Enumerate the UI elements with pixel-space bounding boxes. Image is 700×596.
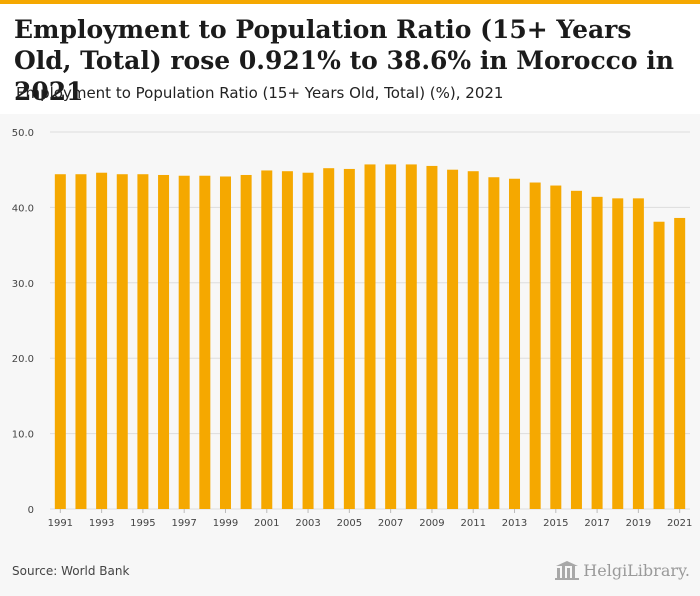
- bar-2004: [323, 168, 335, 509]
- y-tick-label: 10.0: [12, 430, 34, 441]
- accent-bar: [0, 0, 700, 4]
- bar-1992: [75, 174, 87, 509]
- x-tick-label: 1995: [130, 518, 155, 529]
- bar-1999: [219, 176, 231, 509]
- x-tick-label: 2013: [502, 518, 527, 529]
- chart-subtitle: Employment to Population Ratio (15+ Year…: [16, 84, 504, 102]
- y-tick-label: 40.0: [12, 203, 34, 214]
- x-tick-label: 2017: [584, 518, 609, 529]
- chart-title: Employment to Population Ratio (15+ Year…: [14, 15, 674, 106]
- footer: Source: World Bank HelgiLibrary.: [0, 540, 700, 596]
- bar-2000: [240, 174, 252, 509]
- x-tick-label: 2011: [460, 518, 485, 529]
- bar-1996: [158, 174, 170, 509]
- bar-1993: [96, 172, 108, 509]
- x-tick-label: 2005: [337, 518, 362, 529]
- bar-2011: [467, 171, 479, 509]
- x-tick-label: 2007: [378, 518, 403, 529]
- bar-2018: [612, 198, 624, 509]
- x-tick-label: 2021: [667, 518, 692, 529]
- bar-1998: [199, 175, 211, 509]
- bar-2019: [632, 198, 644, 509]
- bar-2007: [385, 164, 397, 509]
- logo-text: HelgiLibrary.: [583, 560, 690, 580]
- bar-2013: [509, 178, 521, 510]
- source-text: Source: World Bank: [12, 564, 130, 578]
- x-tick-label: 1991: [48, 518, 73, 529]
- bar-2009: [426, 165, 438, 509]
- bar-2006: [364, 164, 376, 509]
- bar-2021: [674, 217, 686, 509]
- bar-chart: 010.020.030.040.050.0 1991 1993 1995 1997 19…: [12, 128, 693, 529]
- x-tick-label: 2001: [254, 518, 279, 529]
- bar-2017: [591, 196, 603, 509]
- x-tick-label: 2019: [626, 518, 651, 529]
- bar-1995: [137, 174, 149, 509]
- bar-2015: [550, 185, 562, 509]
- x-tick-label: 2015: [543, 518, 568, 529]
- bar-1994: [116, 174, 128, 509]
- helgi-library-logo[interactable]: HelgiLibrary.: [555, 560, 690, 580]
- bar-2005: [343, 168, 355, 510]
- bar-1997: [178, 175, 190, 509]
- bar-2002: [281, 171, 293, 509]
- bar-2003: [302, 172, 314, 509]
- bar-2010: [447, 169, 459, 509]
- bar-2020: [653, 221, 665, 509]
- y-axis-ticks: 0 10.0 20.0 30.0 40.0 50.0: [12, 128, 34, 516]
- bar-2008: [405, 164, 417, 509]
- x-tick-label: 2003: [295, 518, 320, 529]
- y-tick-label: 20.0: [12, 354, 34, 365]
- header: Employment to Population Ratio (15+ Year…: [0, 4, 700, 114]
- bar-2001: [261, 170, 273, 510]
- bars: [54, 164, 686, 510]
- x-tick-label: 1993: [89, 518, 114, 529]
- x-tick-label: 1997: [171, 518, 196, 529]
- y-tick-label: 50.0: [12, 128, 34, 139]
- library-icon: [555, 561, 580, 580]
- x-axis-ticks: 1991 1993 1995 1997 1999 2001 2003 2005 2007 2009…: [48, 509, 692, 529]
- bar-2012: [488, 177, 500, 510]
- x-tick-label: 2009: [419, 518, 444, 529]
- bar-2016: [570, 190, 582, 509]
- bar-1991: [54, 174, 66, 509]
- y-tick-label: 0: [28, 505, 34, 516]
- y-tick-label: 30.0: [12, 279, 34, 290]
- bar-2014: [529, 182, 541, 509]
- x-tick-label: 1999: [213, 518, 238, 529]
